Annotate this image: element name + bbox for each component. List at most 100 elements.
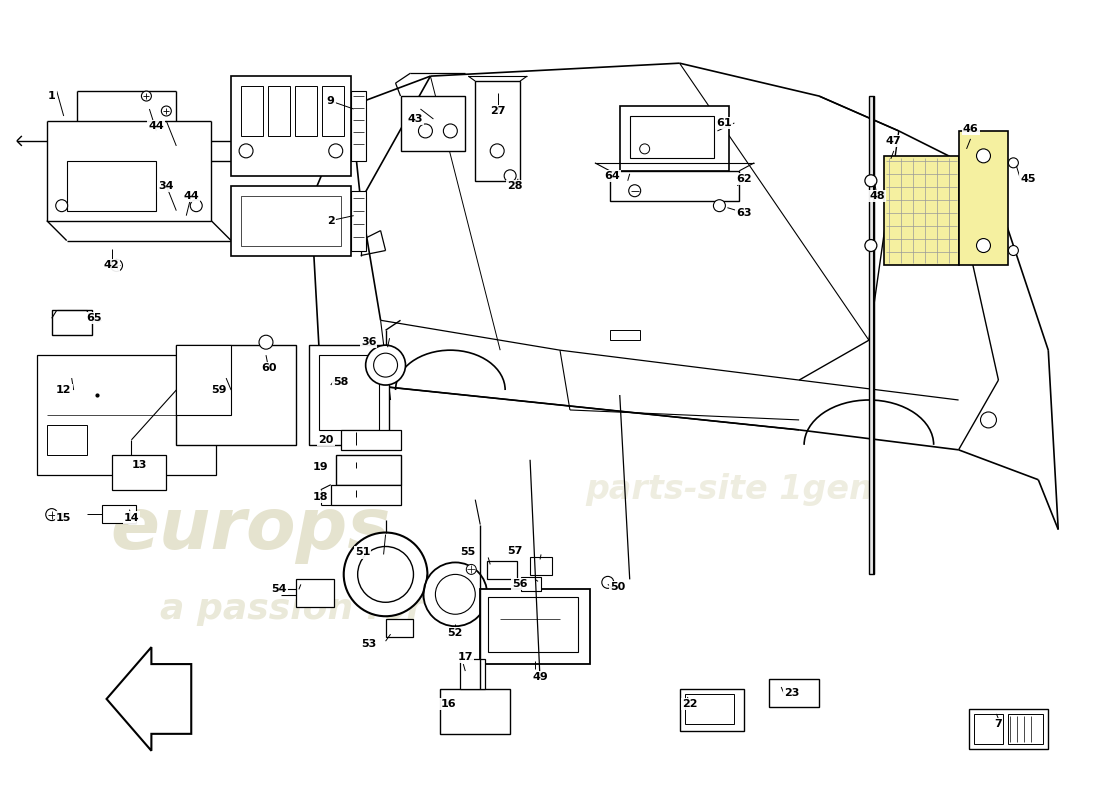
Text: 14: 14 (123, 513, 140, 522)
Circle shape (466, 565, 476, 574)
Bar (231, 76, 351, 176)
Bar (530, 558, 552, 575)
Text: 7: 7 (994, 719, 1002, 729)
Bar (331, 485, 400, 505)
Circle shape (1009, 246, 1019, 255)
Text: 57: 57 (507, 546, 522, 557)
Bar (111, 455, 166, 490)
Bar (968, 709, 1048, 749)
Circle shape (418, 124, 432, 138)
Text: 2: 2 (327, 216, 334, 226)
Text: 15: 15 (56, 513, 72, 522)
Circle shape (56, 200, 68, 212)
Bar (629, 116, 714, 158)
Bar (309, 345, 388, 445)
Bar (883, 156, 958, 266)
Bar (958, 131, 1009, 266)
Circle shape (46, 509, 57, 521)
Bar (296, 579, 333, 607)
Circle shape (142, 91, 152, 101)
Bar (869, 96, 873, 574)
Text: a passion for cars: a passion for cars (160, 592, 521, 626)
Text: 56: 56 (513, 579, 528, 590)
Circle shape (443, 124, 458, 138)
Circle shape (190, 200, 202, 212)
Bar (67, 161, 156, 210)
Text: 58: 58 (333, 377, 349, 387)
Bar (400, 96, 465, 151)
Text: 65: 65 (86, 314, 101, 323)
Bar (351, 91, 365, 161)
Text: 22: 22 (682, 699, 697, 709)
Circle shape (640, 144, 650, 154)
Circle shape (980, 412, 997, 428)
Text: europs: europs (111, 495, 392, 564)
Circle shape (977, 149, 990, 163)
Bar (322, 86, 343, 136)
Bar (440, 689, 510, 734)
Bar (336, 455, 400, 485)
Circle shape (374, 353, 397, 377)
Text: 64: 64 (604, 170, 619, 181)
Bar (386, 619, 414, 637)
Text: 51: 51 (355, 547, 371, 558)
Bar (241, 86, 263, 136)
Circle shape (329, 144, 343, 158)
Circle shape (258, 335, 273, 349)
Polygon shape (107, 647, 191, 750)
Circle shape (424, 562, 487, 626)
Bar (47, 425, 87, 455)
Text: 45: 45 (1021, 174, 1036, 184)
Circle shape (436, 574, 475, 614)
Text: 47: 47 (886, 136, 902, 146)
Bar (268, 86, 290, 136)
Bar (487, 562, 517, 579)
Text: 61: 61 (716, 118, 733, 128)
Circle shape (504, 170, 516, 182)
Bar (1009, 714, 1043, 744)
Text: 44: 44 (184, 190, 199, 201)
Bar (619, 106, 729, 170)
Text: 1: 1 (48, 91, 56, 101)
Circle shape (602, 576, 614, 588)
Bar (241, 196, 341, 246)
Circle shape (1009, 158, 1019, 168)
Circle shape (629, 185, 640, 197)
Bar (351, 190, 365, 250)
Bar (684, 694, 735, 724)
Text: 20: 20 (318, 435, 333, 445)
Text: 63: 63 (737, 208, 752, 218)
Bar (341, 430, 400, 450)
Text: 50: 50 (610, 582, 626, 592)
Bar (52, 310, 91, 335)
Bar (176, 345, 296, 445)
Text: 34: 34 (158, 181, 174, 190)
Bar (481, 590, 590, 664)
Circle shape (343, 533, 428, 616)
Text: 16: 16 (440, 699, 456, 709)
Bar (101, 505, 136, 522)
Circle shape (365, 345, 406, 385)
Circle shape (239, 144, 253, 158)
Text: 52: 52 (448, 628, 463, 638)
Text: 13: 13 (132, 460, 147, 470)
Bar (460, 659, 485, 689)
Text: 17: 17 (458, 652, 473, 662)
Bar (319, 355, 378, 430)
Text: 19: 19 (314, 462, 329, 472)
Text: 43: 43 (408, 114, 424, 124)
Bar (609, 330, 640, 340)
Circle shape (977, 238, 990, 253)
Circle shape (110, 259, 122, 271)
Bar (36, 355, 217, 474)
Text: 54: 54 (272, 584, 287, 594)
Bar (475, 81, 520, 181)
Bar (974, 714, 1003, 744)
Bar (609, 170, 739, 201)
Text: 44: 44 (148, 121, 164, 131)
Circle shape (491, 144, 504, 158)
Text: 55: 55 (461, 547, 476, 558)
Circle shape (162, 106, 172, 116)
Bar (769, 679, 820, 707)
Circle shape (358, 546, 414, 602)
